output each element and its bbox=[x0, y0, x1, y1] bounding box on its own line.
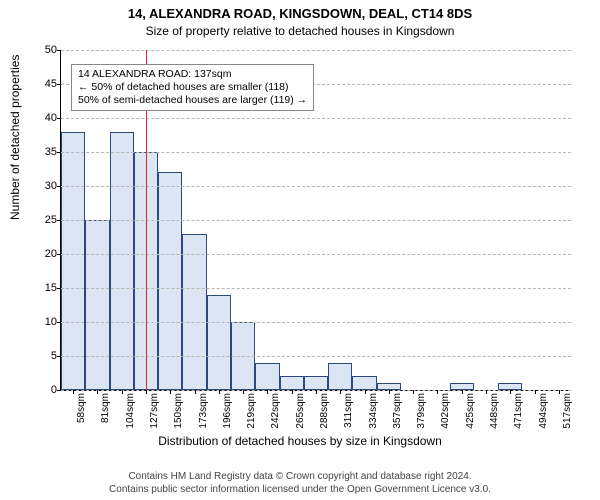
y-tick-label: 30 bbox=[45, 180, 57, 192]
x-tick-label: 494sqm bbox=[538, 393, 549, 429]
x-tick-label: 242sqm bbox=[270, 393, 281, 429]
histogram-bar bbox=[328, 363, 352, 390]
annotation-line: 14 ALEXANDRA ROAD: 137sqm bbox=[78, 68, 307, 81]
histogram-bar bbox=[85, 220, 109, 390]
x-tick-mark bbox=[97, 390, 98, 394]
y-gridline bbox=[61, 118, 571, 119]
x-tick-label: 471sqm bbox=[513, 393, 524, 429]
x-tick-mark bbox=[316, 390, 317, 394]
x-tick-label: 104sqm bbox=[125, 393, 136, 429]
y-tick-mark bbox=[57, 118, 61, 119]
x-tick-label: 448sqm bbox=[489, 393, 500, 429]
x-tick-mark bbox=[340, 390, 341, 394]
x-tick-label: 379sqm bbox=[416, 393, 427, 429]
histogram-bar bbox=[110, 132, 134, 390]
histogram-bar bbox=[182, 234, 206, 390]
x-tick-label: 517sqm bbox=[562, 393, 573, 429]
x-tick-mark bbox=[146, 390, 147, 394]
annotation-box: 14 ALEXANDRA ROAD: 137sqm← 50% of detach… bbox=[71, 64, 314, 111]
y-tick-label: 35 bbox=[45, 146, 57, 158]
x-tick-label: 265sqm bbox=[295, 393, 306, 429]
y-tick-mark bbox=[57, 84, 61, 85]
histogram-bar bbox=[280, 376, 304, 390]
x-tick-mark bbox=[73, 390, 74, 394]
x-tick-mark bbox=[462, 390, 463, 394]
plot-area: 0510152025303540455058sqm81sqm104sqm127s… bbox=[60, 50, 571, 391]
y-tick-label: 10 bbox=[45, 316, 57, 328]
y-tick-mark bbox=[57, 220, 61, 221]
annotation-line: 50% of semi-detached houses are larger (… bbox=[78, 94, 307, 107]
y-tick-label: 40 bbox=[45, 112, 57, 124]
x-tick-label: 81sqm bbox=[100, 393, 111, 423]
y-gridline bbox=[61, 322, 571, 323]
x-tick-mark bbox=[170, 390, 171, 394]
histogram-bar bbox=[61, 132, 85, 390]
y-tick-mark bbox=[57, 254, 61, 255]
x-tick-label: 425sqm bbox=[465, 393, 476, 429]
y-gridline bbox=[61, 220, 571, 221]
x-tick-mark bbox=[510, 390, 511, 394]
histogram-bar bbox=[352, 376, 376, 390]
y-gridline bbox=[61, 186, 571, 187]
y-tick-mark bbox=[57, 390, 61, 391]
y-gridline bbox=[61, 356, 571, 357]
y-tick-mark bbox=[57, 322, 61, 323]
x-tick-mark bbox=[267, 390, 268, 394]
chart-title-main: 14, ALEXANDRA ROAD, KINGSDOWN, DEAL, CT1… bbox=[0, 6, 600, 21]
y-gridline bbox=[61, 254, 571, 255]
x-tick-mark bbox=[292, 390, 293, 394]
x-tick-mark bbox=[389, 390, 390, 394]
x-tick-label: 173sqm bbox=[198, 393, 209, 429]
x-tick-mark bbox=[219, 390, 220, 394]
x-tick-mark bbox=[437, 390, 438, 394]
x-tick-mark bbox=[535, 390, 536, 394]
histogram-bar bbox=[377, 383, 401, 390]
y-tick-mark bbox=[57, 50, 61, 51]
histogram-bar bbox=[207, 295, 231, 390]
histogram-bar bbox=[158, 172, 182, 390]
x-tick-label: 219sqm bbox=[246, 393, 257, 429]
x-tick-label: 334sqm bbox=[368, 393, 379, 429]
y-tick-mark bbox=[57, 288, 61, 289]
x-tick-mark bbox=[243, 390, 244, 394]
y-tick-label: 20 bbox=[45, 248, 57, 260]
x-tick-label: 127sqm bbox=[149, 393, 160, 429]
y-tick-label: 5 bbox=[51, 350, 57, 362]
x-tick-mark bbox=[365, 390, 366, 394]
y-gridline bbox=[61, 288, 571, 289]
footer-line-2: Contains public sector information licen… bbox=[0, 484, 600, 497]
y-tick-mark bbox=[57, 186, 61, 187]
x-tick-label: 196sqm bbox=[222, 393, 233, 429]
y-gridline bbox=[61, 152, 571, 153]
footer-attribution: Contains HM Land Registry data © Crown c… bbox=[0, 471, 600, 496]
x-tick-label: 58sqm bbox=[76, 393, 87, 423]
chart-title-sub: Size of property relative to detached ho… bbox=[0, 24, 600, 38]
y-tick-mark bbox=[57, 152, 61, 153]
x-tick-label: 402sqm bbox=[440, 393, 451, 429]
x-tick-label: 150sqm bbox=[173, 393, 184, 429]
x-tick-mark bbox=[559, 390, 560, 394]
histogram-bar bbox=[255, 363, 279, 390]
y-tick-label: 25 bbox=[45, 214, 57, 226]
footer-line-1: Contains HM Land Registry data © Crown c… bbox=[0, 471, 600, 484]
x-tick-label: 311sqm bbox=[343, 393, 354, 428]
x-axis-label: Distribution of detached houses by size … bbox=[0, 434, 600, 448]
y-tick-label: 45 bbox=[45, 78, 57, 90]
annotation-line: ← 50% of detached houses are smaller (11… bbox=[78, 81, 307, 94]
y-gridline bbox=[61, 50, 571, 51]
y-tick-label: 50 bbox=[45, 44, 57, 56]
y-tick-mark bbox=[57, 356, 61, 357]
y-tick-label: 15 bbox=[45, 282, 57, 294]
x-tick-mark bbox=[195, 390, 196, 394]
x-tick-mark bbox=[486, 390, 487, 394]
histogram-bar bbox=[450, 383, 474, 390]
x-tick-mark bbox=[413, 390, 414, 394]
histogram-bar bbox=[304, 376, 328, 390]
x-tick-label: 288sqm bbox=[319, 393, 330, 429]
x-tick-mark bbox=[122, 390, 123, 394]
y-axis-label: Number of detached properties bbox=[8, 55, 22, 220]
y-tick-label: 0 bbox=[51, 384, 57, 396]
x-tick-label: 357sqm bbox=[392, 393, 403, 429]
histogram-bar bbox=[498, 383, 522, 390]
